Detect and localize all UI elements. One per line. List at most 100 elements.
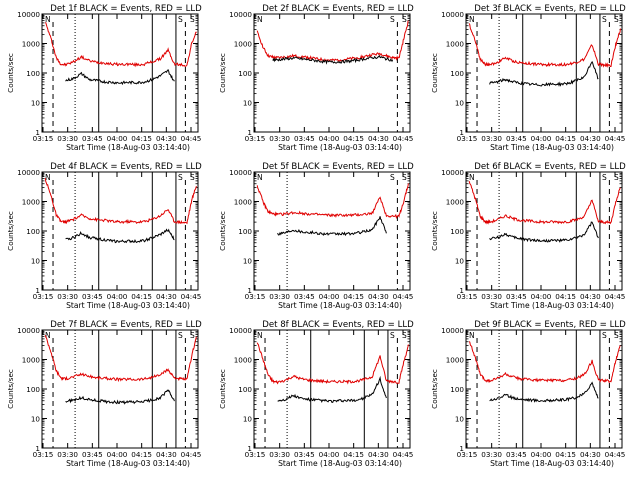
x-axis-label: Start Time (18-Aug-03 03:14:40) [66, 459, 190, 468]
x-tick-label: 03:15 [245, 292, 266, 301]
x-tick-label: 04:45 [605, 134, 626, 143]
x-tick-label: 03:45 [506, 134, 527, 143]
lld-series-line [44, 178, 197, 225]
y-tick-label: 1000 [22, 198, 41, 207]
y-tick-label: 1000 [446, 40, 465, 49]
y-tick-label: 100 [238, 385, 252, 394]
chart-title: Det 3f BLACK = Events, RED = LLD [474, 4, 626, 14]
x-tick-label: 04:45 [181, 292, 202, 301]
corner-marker-label: S [390, 331, 395, 340]
y-tick-label: 10000 [17, 326, 40, 335]
x-tick-label: 03:30 [481, 450, 502, 459]
y-tick-label: 10000 [441, 10, 464, 19]
x-tick-label: 03:45 [82, 450, 103, 459]
x-tick-label: 03:30 [269, 450, 290, 459]
x-axis-label: Start Time (18-Aug-03 03:14:40) [278, 459, 402, 468]
x-tick-label: 04:30 [368, 134, 389, 143]
y-tick-label: 100 [450, 69, 464, 78]
y-axis-label: Counts/sec [6, 211, 15, 251]
y-tick-label: 10000 [441, 326, 464, 335]
x-tick-label: 04:15 [555, 450, 576, 459]
x-tick-label: 04:15 [343, 292, 364, 301]
y-tick-label: 1 [35, 444, 40, 453]
x-tick-label: 04:30 [580, 450, 601, 459]
x-tick-label: 04:30 [156, 450, 177, 459]
x-axis-label: Start Time (18-Aug-03 03:14:40) [66, 301, 190, 310]
plot-frame [253, 13, 411, 133]
y-tick-label: 1000 [234, 356, 253, 365]
x-tick-label: 03:45 [506, 292, 527, 301]
corner-marker-label: S [602, 15, 607, 24]
lld-series-line [468, 341, 621, 383]
x-tick-label: 04:45 [181, 450, 202, 459]
y-tick-label: 100 [238, 69, 252, 78]
y-tick-label: 10000 [441, 168, 464, 177]
chart-panel-8: Det 8f BLACK = Events, RED = LLD 1 10 100 10… [218, 320, 414, 468]
chart-title: Det 5f BLACK = Events, RED = LLD [262, 162, 414, 172]
x-tick-label: 04:30 [368, 292, 389, 301]
plot-frame [465, 13, 623, 133]
x-tick-label: 04:30 [580, 292, 601, 301]
plot-frame [41, 13, 199, 133]
x-tick-label: 03:15 [245, 134, 266, 143]
corner-marker-label: N [45, 15, 51, 24]
lld-series-line [44, 334, 197, 383]
y-axis-label: Counts/sec [6, 53, 15, 93]
x-tick-label: 04:00 [531, 134, 552, 143]
lld-series-line [468, 23, 621, 68]
events-series-line [489, 60, 599, 87]
x-tick-label: 04:45 [605, 292, 626, 301]
events-series-line [65, 68, 175, 86]
x-tick-label: 04:45 [393, 450, 414, 459]
y-axis-label: Counts/sec [430, 369, 439, 409]
x-tick-label: 04:45 [181, 134, 202, 143]
corner-marker-label: S [190, 331, 195, 340]
chart-title: Det 6f BLACK = Events, RED = LLD [474, 162, 626, 172]
plot-frame [465, 329, 623, 449]
y-tick-label: 10000 [229, 168, 252, 177]
y-axis-label: Counts/sec [430, 53, 439, 93]
y-tick-label: 1 [35, 128, 40, 137]
x-tick-label: 03:30 [269, 134, 290, 143]
chart-title: Det 2f BLACK = Events, RED = LLD [262, 4, 414, 14]
chart-panel-4: Det 4f BLACK = Events, RED = LLD 1 10 100 10… [6, 162, 202, 310]
corner-marker-label: S [614, 173, 619, 182]
x-axis-label: Start Time (18-Aug-03 03:14:40) [278, 143, 402, 152]
plot-frame [41, 329, 199, 449]
x-tick-label: 04:15 [343, 450, 364, 459]
x-tick-label: 04:15 [131, 292, 152, 301]
x-tick-label: 03:30 [57, 134, 78, 143]
x-tick-label: 04:00 [107, 292, 128, 301]
x-tick-label: 03:45 [506, 450, 527, 459]
chart-panel-6: Det 6f BLACK = Events, RED = LLD 1 10 100 10… [430, 162, 626, 310]
plot-frame [253, 329, 411, 449]
y-tick-label: 1000 [234, 198, 253, 207]
corner-marker-label: S [602, 331, 607, 340]
corner-marker-label: S [402, 331, 407, 340]
y-tick-label: 10 [455, 99, 465, 108]
corner-marker-label: S [602, 173, 607, 182]
y-tick-label: 1 [459, 286, 464, 295]
x-tick-label: 03:30 [481, 134, 502, 143]
x-tick-label: 04:30 [368, 450, 389, 459]
x-axis-label: Start Time (18-Aug-03 03:14:40) [66, 143, 190, 152]
x-tick-label: 03:30 [57, 292, 78, 301]
x-tick-label: 03:45 [294, 292, 315, 301]
x-tick-label: 04:00 [319, 450, 340, 459]
lld-series-line [256, 20, 409, 62]
x-tick-label: 03:15 [245, 450, 266, 459]
x-tick-label: 04:30 [580, 134, 601, 143]
x-tick-label: 04:15 [555, 134, 576, 143]
x-tick-label: 03:30 [269, 292, 290, 301]
chart-title: Det 4f BLACK = Events, RED = LLD [50, 162, 202, 172]
y-tick-label: 10000 [17, 10, 40, 19]
x-axis-label: Start Time (18-Aug-03 03:14:40) [490, 459, 614, 468]
corner-marker-label: N [45, 331, 51, 340]
lld-series-line [468, 180, 621, 225]
x-axis-label: Start Time (18-Aug-03 03:14:40) [490, 143, 614, 152]
x-tick-label: 04:45 [393, 292, 414, 301]
lld-series-line [256, 342, 409, 385]
y-tick-label: 10 [243, 257, 253, 266]
y-tick-label: 10000 [229, 326, 252, 335]
